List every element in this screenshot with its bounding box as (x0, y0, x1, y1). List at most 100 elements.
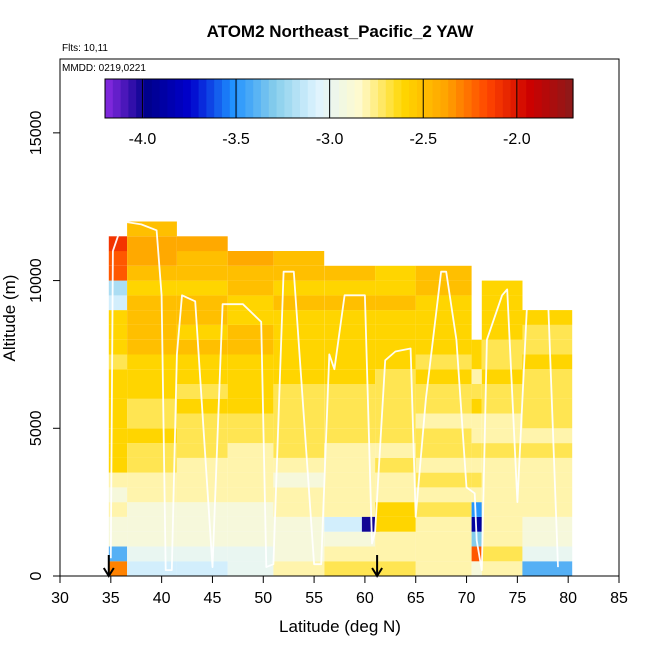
heatmap-cells (108, 221, 573, 576)
heatmap-cell (324, 369, 376, 384)
heatmap-cell (176, 310, 228, 325)
heatmap-cell (481, 516, 523, 532)
heatmap-cell (108, 487, 128, 503)
heatmap-cell (108, 561, 128, 576)
colorbar-swatch (183, 79, 192, 118)
heatmap-cell (273, 428, 325, 444)
heatmap-cell (273, 561, 325, 576)
colorbar-swatch (128, 79, 137, 118)
heatmap-cell (481, 561, 523, 576)
heatmap-cell (176, 443, 228, 458)
heatmap-cell (227, 457, 274, 473)
x-tick-label: 60 (356, 590, 374, 607)
heatmap-cell (481, 472, 523, 488)
heatmap-cell (375, 561, 416, 576)
heatmap-cell (415, 413, 472, 429)
colorbar-ticks: -4.0 -3.5 -3.0 -2.5 -2.0 (129, 79, 531, 148)
colorbar-swatch (518, 79, 527, 118)
heatmap-cell (227, 265, 274, 281)
heatmap-cell (127, 280, 177, 296)
heatmap-cell (522, 472, 573, 488)
heatmap-cell (108, 516, 128, 532)
colorbar-swatch (105, 79, 114, 118)
heatmap-cell (108, 398, 128, 414)
heatmap-cell (127, 236, 177, 252)
heatmap-cell (176, 384, 228, 399)
colorbar-tick-label: -2.0 (503, 131, 531, 148)
heatmap-cell (324, 443, 376, 458)
colorbar-swatch (237, 79, 246, 118)
y-tick-label: 0 (28, 571, 45, 580)
heatmap-cell (108, 457, 128, 473)
heatmap-cell (324, 265, 376, 281)
heatmap-cell (522, 561, 573, 576)
colorbar-swatch (463, 79, 473, 118)
colorbar-swatch (339, 79, 348, 118)
colorbar-tick-label: -2.5 (409, 131, 437, 148)
heatmap-cell (176, 236, 228, 252)
heatmap-cell (375, 516, 416, 532)
colorbar-swatch (456, 79, 465, 118)
heatmap-cell (324, 413, 376, 429)
heatmap-cell (375, 487, 416, 503)
heatmap-cell (375, 280, 416, 296)
colorbar-swatch (190, 79, 200, 118)
colorbar-swatch (261, 79, 270, 118)
colorbar-swatch (471, 79, 480, 118)
heatmap-cell (471, 561, 482, 576)
heatmap-cell (324, 310, 376, 325)
colorbar-swatch (565, 79, 574, 118)
colorbar-swatch (448, 79, 457, 118)
colorbar-swatch (479, 79, 488, 118)
heatmap-cell (227, 561, 274, 576)
heatmap-cell (522, 369, 573, 384)
heatmap-cell (273, 487, 325, 503)
heatmap-cell (375, 472, 416, 488)
heatmap-cell (176, 295, 228, 311)
x-tick-label: 40 (153, 590, 171, 607)
heatmap-cell (227, 516, 274, 532)
colorbar-swatch (378, 79, 387, 118)
y-axis: 0 5000 10000 15000 (28, 111, 60, 580)
x-tick-label: 55 (305, 590, 323, 607)
colorbar-swatch (541, 79, 551, 118)
x-tick-label: 80 (559, 590, 577, 607)
heatmap-cell (471, 546, 482, 562)
colorbar-swatch (526, 79, 535, 118)
heatmap-cell (127, 413, 177, 429)
colorbar-swatch (284, 79, 293, 118)
heatmap-cell (471, 487, 482, 503)
heatmap-cell (471, 502, 482, 517)
heatmap-cell (127, 369, 177, 384)
heatmap-cell (324, 487, 376, 503)
y-tick-label: 10000 (28, 258, 45, 303)
colorbar-swatch (354, 79, 363, 118)
heatmap-cell (522, 324, 573, 340)
heatmap-cell (522, 384, 573, 399)
heatmap-cell (324, 502, 376, 517)
heatmap-cell (481, 428, 523, 444)
heatmap-cell (273, 398, 325, 414)
x-tick-label: 50 (254, 590, 272, 607)
heatmap-cell (415, 546, 472, 562)
heatmap-cell (481, 457, 523, 473)
heatmap-cell (273, 295, 325, 311)
heatmap-cell (481, 398, 523, 414)
heatmap-cell (471, 398, 482, 414)
colorbar (105, 79, 574, 118)
heatmap-cell (324, 531, 376, 547)
heatmap-cell (324, 354, 376, 370)
heatmap-cell (324, 339, 376, 355)
heatmap-cell (522, 502, 573, 517)
heatmap-cell (227, 531, 274, 547)
heatmap-cell (227, 354, 274, 370)
heatmap-cell (273, 384, 325, 399)
heatmap-cell (127, 324, 177, 340)
colorbar-swatch (315, 79, 324, 118)
heatmap-cell (481, 487, 523, 503)
heatmap-cell (415, 487, 472, 503)
heatmap-cell (108, 265, 128, 281)
heatmap-cell (273, 251, 325, 266)
heatmap-cell (108, 428, 128, 444)
colorbar-swatch (370, 79, 379, 118)
